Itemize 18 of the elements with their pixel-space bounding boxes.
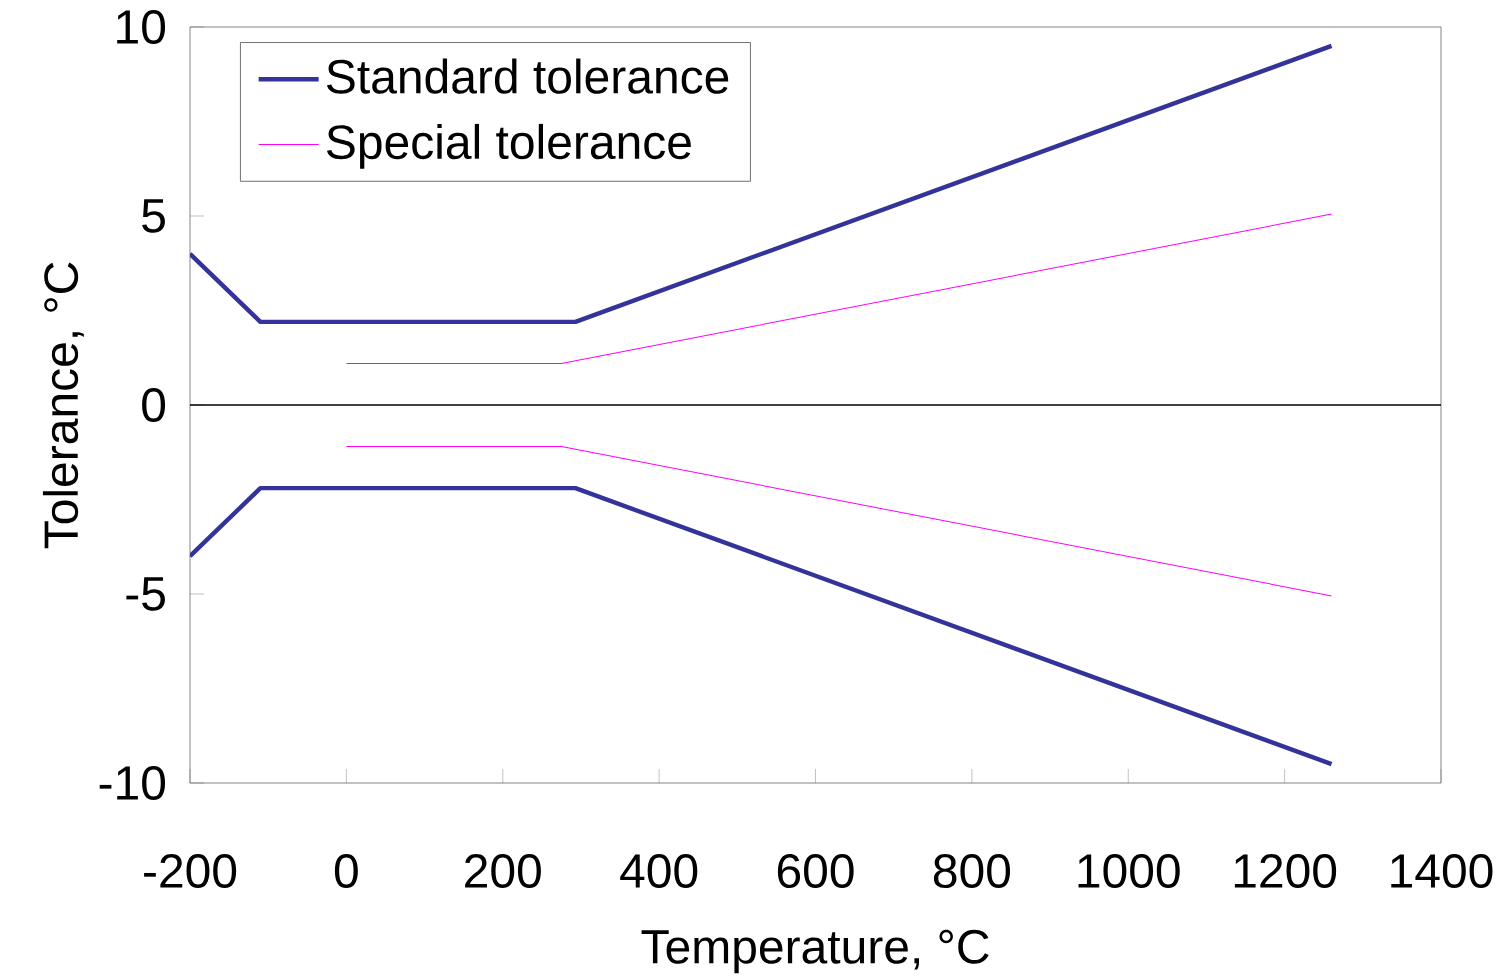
y-axis-title: Tolerance, °C: [42, 262, 84, 549]
x-tick-label: 200: [465, 854, 541, 889]
x-axis-title: Temperature, °C: [641, 929, 989, 974]
y-tick-label: 5: [142, 199, 165, 233]
x-tick-label: 0: [334, 854, 358, 889]
x-tick-label: -200: [144, 854, 237, 889]
legend-label: Standard tolerance: [327, 58, 729, 94]
x-tick-label: 800: [933, 854, 1011, 889]
x-tick-label: 600: [777, 854, 854, 889]
x-tick-label: 1400: [1391, 854, 1493, 889]
x-tick-label: 400: [620, 854, 698, 889]
y-tick-label: 10: [117, 10, 166, 44]
x-tick-label: 1000: [1078, 854, 1180, 889]
y-tick-label: -10: [99, 766, 166, 800]
y-tick-label: 0: [142, 388, 166, 422]
legend-label: Special tolerance: [327, 123, 691, 169]
x-tick-label: 1200: [1234, 854, 1337, 889]
y-tick-label: -5: [126, 577, 165, 611]
